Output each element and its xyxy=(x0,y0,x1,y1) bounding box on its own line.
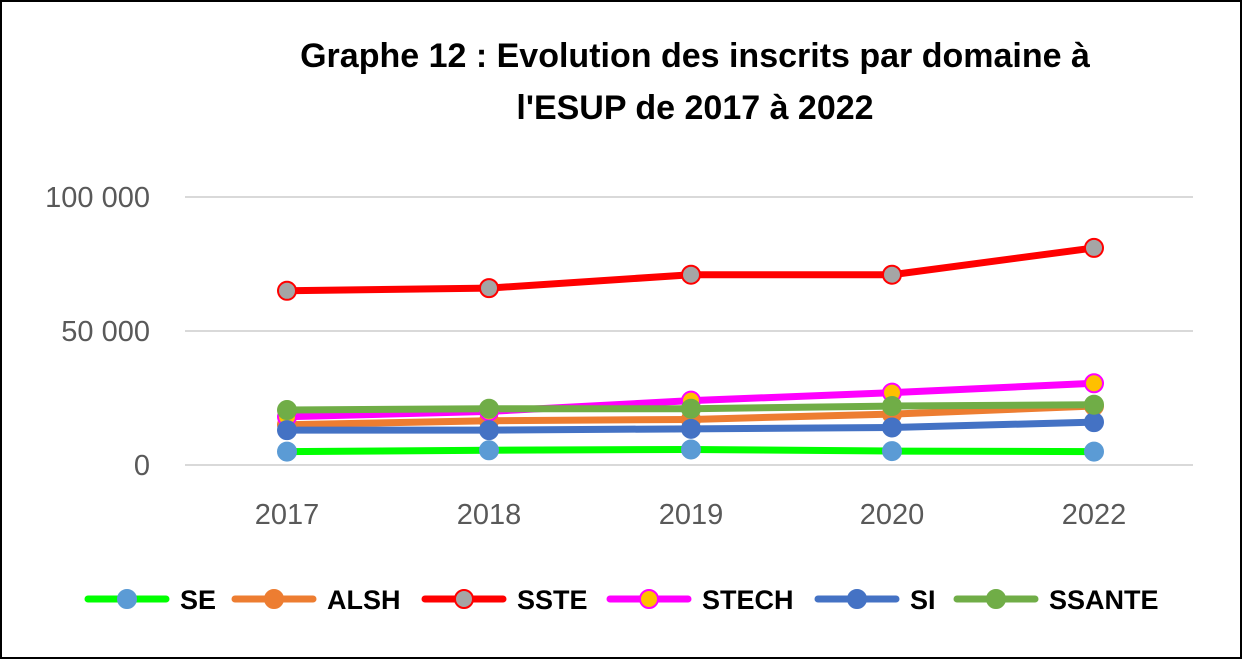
y-tick-label: 100 000 xyxy=(45,182,150,214)
data-point-se xyxy=(681,439,701,460)
data-point-sste xyxy=(479,278,499,299)
x-tick-label: 2022 xyxy=(1062,499,1127,531)
y-tick-label: 50 000 xyxy=(61,316,150,348)
legend-marker-si xyxy=(847,589,867,609)
y-tick-label: 0 xyxy=(134,450,150,482)
data-point-se xyxy=(479,440,499,461)
data-point-si xyxy=(882,417,902,438)
legend-label-stech: STECH xyxy=(702,585,794,615)
data-point-stech xyxy=(1084,373,1104,394)
legend-label-se: SE xyxy=(180,585,216,615)
data-point-ssante xyxy=(277,400,297,421)
x-tick-label: 2018 xyxy=(457,499,522,531)
x-tick-label: 2017 xyxy=(255,499,320,531)
data-point-ssante xyxy=(1084,394,1104,415)
legend-marker-se xyxy=(117,589,137,609)
series-markers xyxy=(277,237,1104,462)
data-point-se xyxy=(882,441,902,462)
data-point-si xyxy=(681,418,701,439)
legend-marker-stech xyxy=(639,589,659,609)
data-point-se xyxy=(1084,441,1104,462)
legend-label-ssante: SSANTE xyxy=(1049,585,1159,615)
legend-label-alsh: ALSH xyxy=(327,585,401,615)
legend-marker-sste xyxy=(454,589,474,609)
y-axis-tick-labels: 0 50 000 100 000 xyxy=(45,182,150,482)
data-point-ssante xyxy=(681,398,701,419)
data-point-ssante xyxy=(882,396,902,417)
chart-title-line-2: l'ESUP de 2017 à 2022 xyxy=(516,89,874,127)
data-point-sste xyxy=(1084,237,1104,258)
gridlines xyxy=(185,196,1193,466)
legend-marker-alsh xyxy=(264,589,284,609)
legend-label-si: SI xyxy=(910,585,936,615)
chart-title-line-1: Graphe 12 : Evolution des inscrits par d… xyxy=(300,37,1090,75)
data-point-si xyxy=(479,420,499,441)
legend-label-sste: SSTE xyxy=(517,585,588,615)
data-point-sste xyxy=(681,264,701,285)
data-point-si xyxy=(277,420,297,441)
x-tick-label: 2019 xyxy=(659,499,724,531)
legend: SE ALSH SSTE STECH SI SSANTE xyxy=(84,585,1159,615)
x-axis-tick-labels: 2017 2018 2019 2020 2022 xyxy=(255,499,1127,531)
legend-marker-ssante xyxy=(986,589,1006,609)
data-point-sste xyxy=(882,264,902,285)
chart-title: Graphe 12 : Evolution des inscrits par d… xyxy=(150,30,1240,134)
data-point-se xyxy=(277,441,297,462)
data-point-si xyxy=(1084,412,1104,433)
data-point-ssante xyxy=(479,398,499,419)
data-point-sste xyxy=(277,280,297,301)
x-tick-label: 2020 xyxy=(860,499,925,531)
